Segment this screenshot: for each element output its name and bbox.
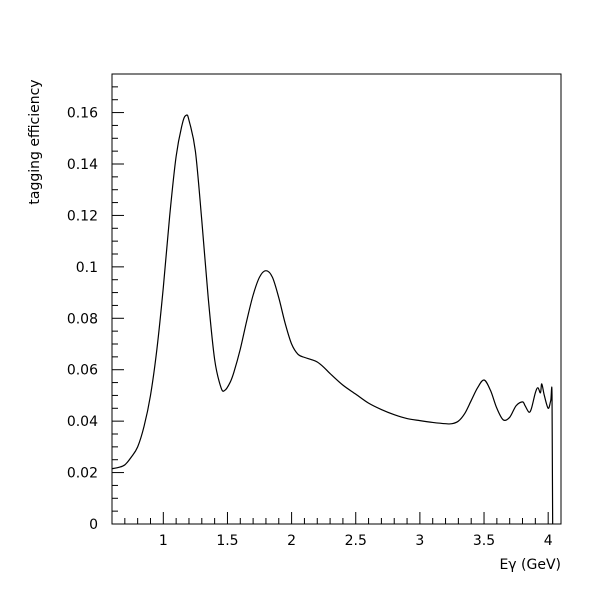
x-tick-label: 4 <box>544 533 553 549</box>
y-axis-title: tagging efficiency <box>27 79 43 204</box>
y-tick-label: 0.1 <box>76 260 98 276</box>
y-tick-label: 0.08 <box>67 311 98 327</box>
x-tick-label: 1 <box>159 533 168 549</box>
y-axis: 0 0.02 0.04 0.06 0.08 0.1 0.12 0.14 0.16 <box>67 73 124 533</box>
efficiency-curve <box>111 114 554 525</box>
y-tick-label: 0.12 <box>67 208 98 224</box>
y-tick-label: 0 <box>89 517 98 533</box>
y-tick-label: 0.02 <box>67 466 98 482</box>
x-tick-label: 2.5 <box>345 533 367 549</box>
x-tick-label: 2 <box>287 533 296 549</box>
x-tick-label: 3 <box>415 533 424 549</box>
x-tick-label: 1.5 <box>216 533 238 549</box>
y-tick-label: 0.04 <box>67 414 98 430</box>
y-tick-label: 0.14 <box>67 157 98 173</box>
y-tick-label: 0.16 <box>67 106 98 122</box>
y-tick-label: 0.06 <box>67 363 98 379</box>
plot-frame <box>111 73 562 525</box>
x-tick-label: 3.5 <box>473 533 495 549</box>
x-axis-title: Eγ (GeV) <box>499 557 561 573</box>
x-axis: 1 1.5 2 2.5 3 3.5 4 <box>111 512 562 549</box>
